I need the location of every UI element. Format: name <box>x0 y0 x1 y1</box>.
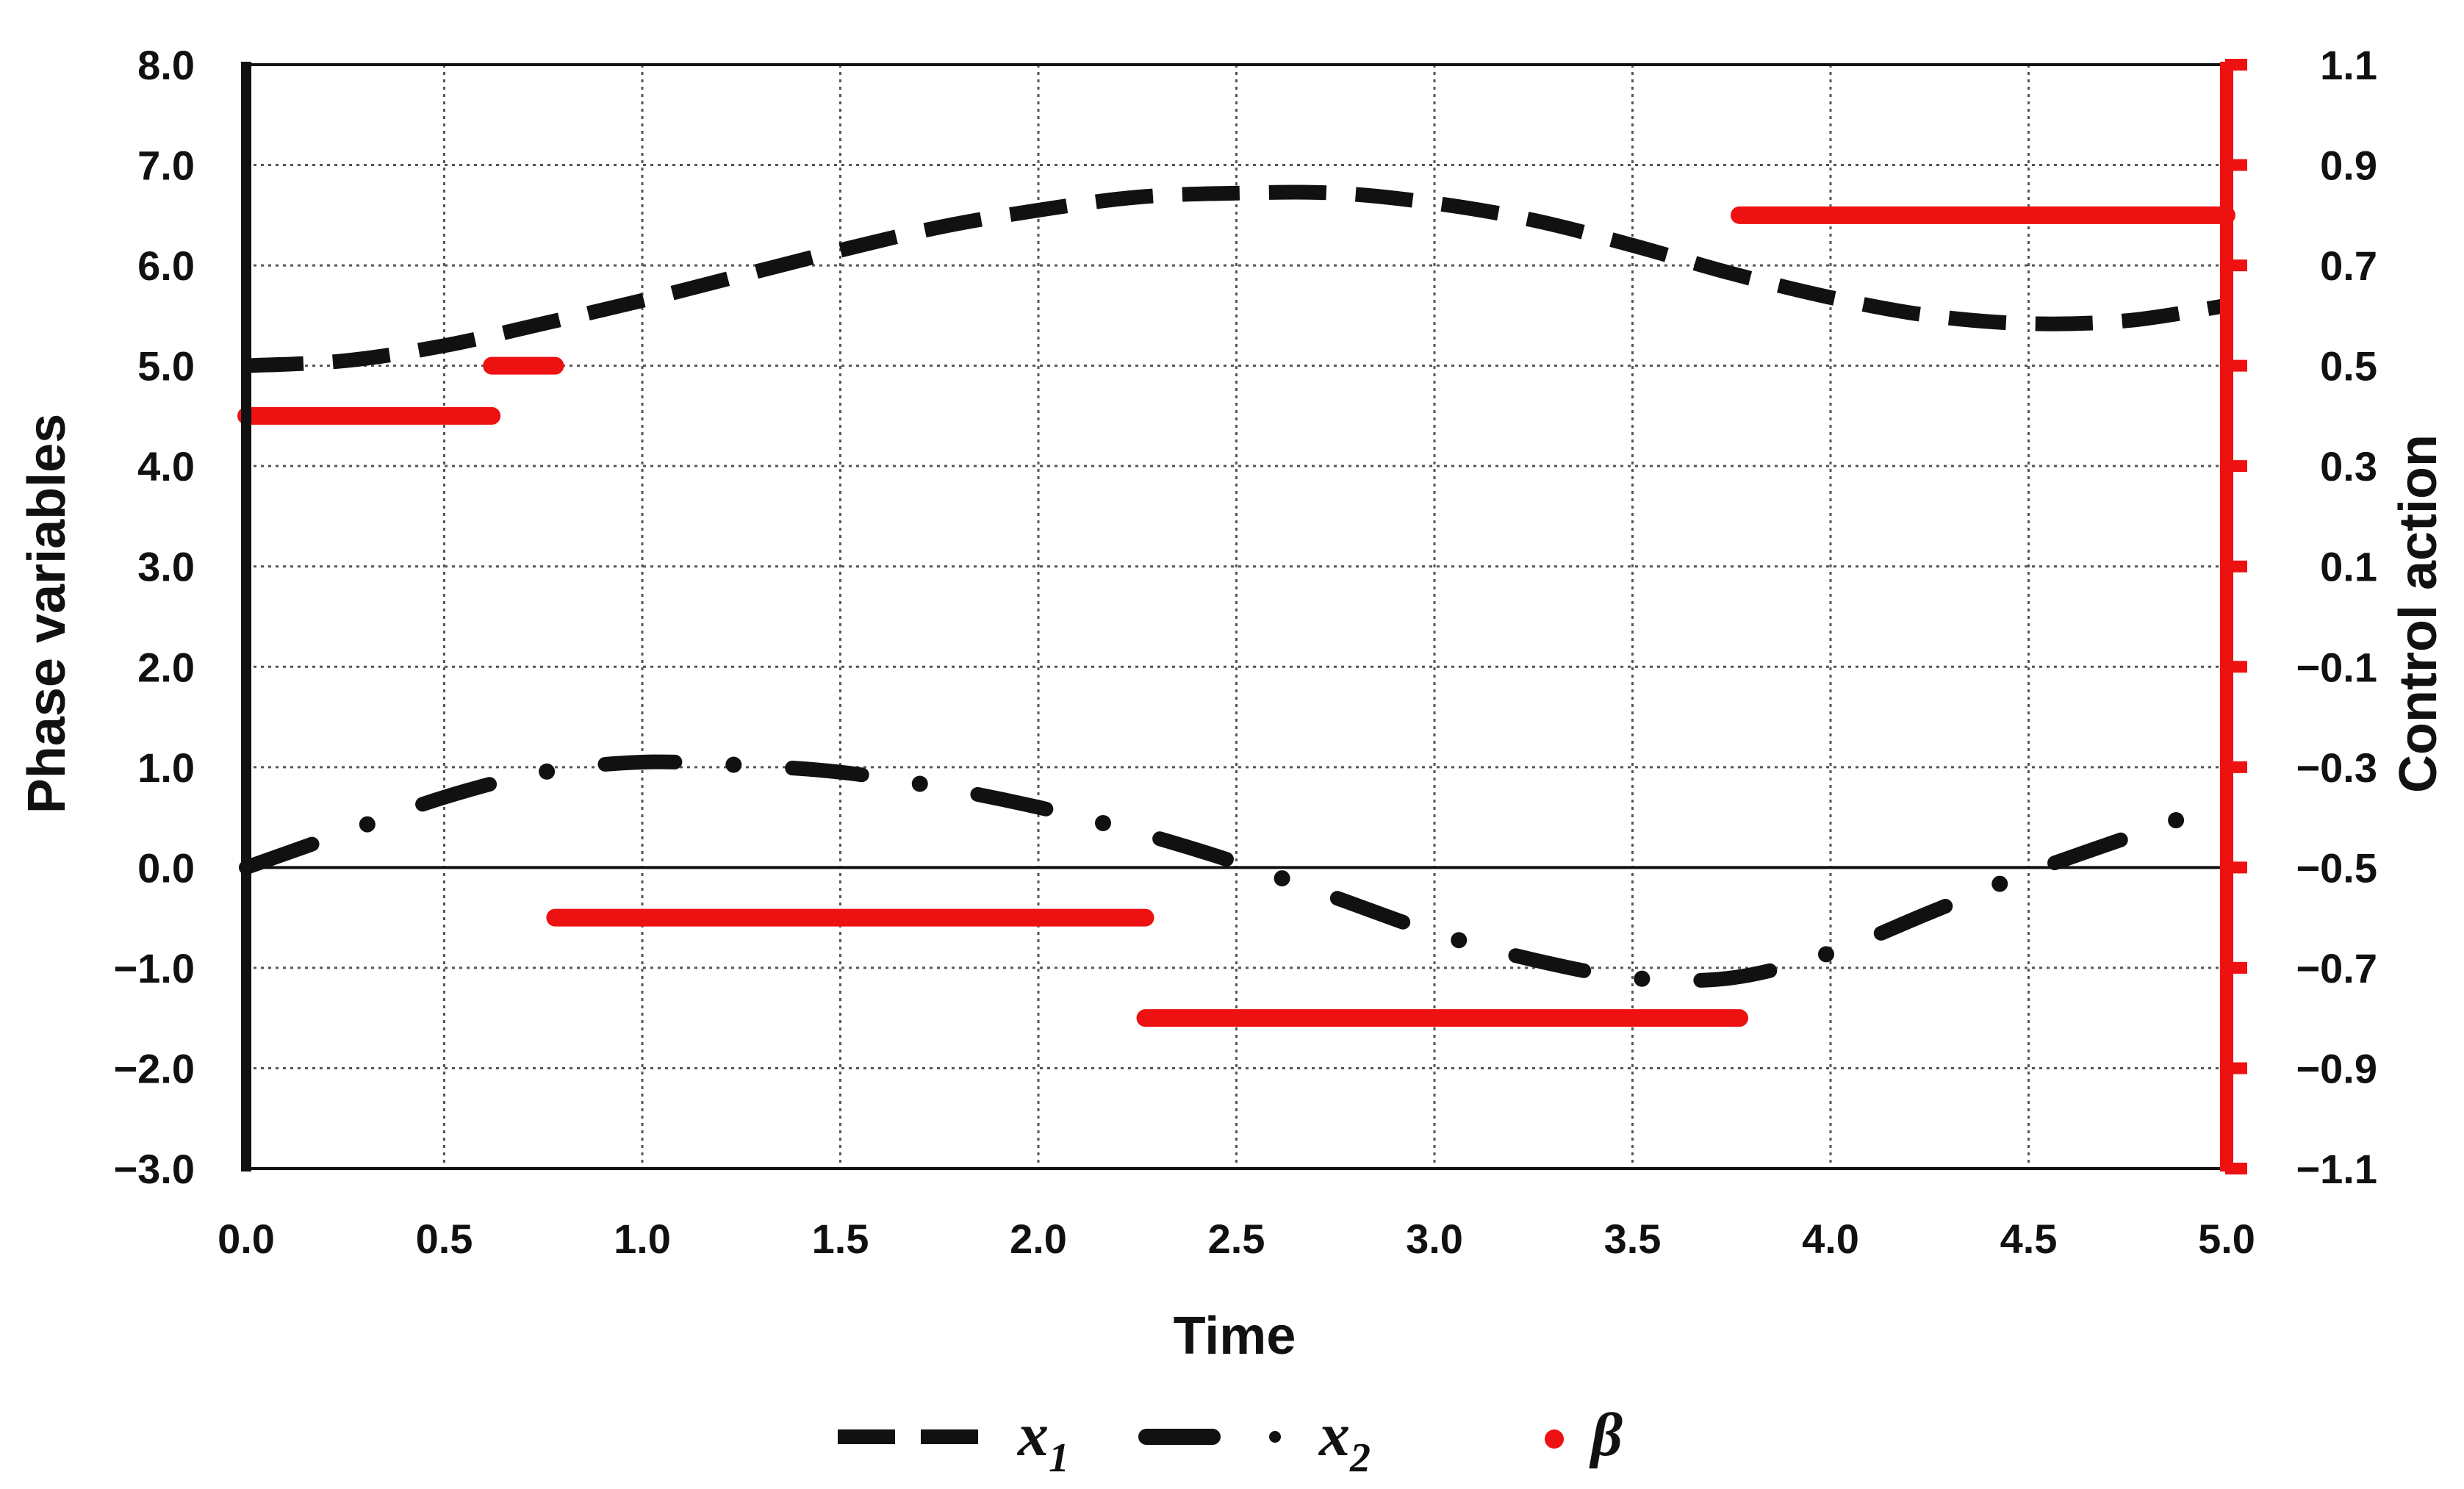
legend-beta-swatch <box>1545 1429 1564 1449</box>
series-1 <box>245 184 2228 373</box>
x-tick-label: 1.0 <box>614 1216 671 1262</box>
y2-tick-label: −0.9 <box>2296 1045 2377 1091</box>
legend: x1 x2 β <box>838 1401 1623 1481</box>
grid <box>245 63 2228 1170</box>
legend-x2-name: x <box>1318 1401 1350 1469</box>
y2-tick-label: −0.5 <box>2296 844 2377 891</box>
x-tick-label: 4.0 <box>1802 1216 1859 1262</box>
series-layer <box>237 184 2235 1027</box>
y-tick-label: 0.0 <box>137 844 195 891</box>
x2-curve-dot <box>725 756 742 773</box>
legend-beta-label: β <box>1589 1401 1623 1469</box>
x2-curve-dot <box>1818 946 1835 963</box>
x-tick-label: 2.0 <box>1010 1216 1067 1262</box>
x-tick-label: 0.0 <box>218 1216 275 1262</box>
x2-curve-dot <box>539 763 556 780</box>
y-axis-title: Phase variables <box>18 414 76 814</box>
x-tick-label: 0.5 <box>416 1216 473 1262</box>
tick-labels: 0.0 0.5 1.0 1.5 2.0 2.5 3.0 3.5 4.0 4.5 5.0 8.0 7.0 6… <box>113 42 2377 1262</box>
y-tick-label: 1.0 <box>137 744 195 791</box>
x-tick-label: 3.5 <box>1604 1216 1662 1262</box>
y-tick-label: 7.0 <box>137 143 195 189</box>
y-tick-label: 8.0 <box>137 42 195 88</box>
series-2 <box>239 754 2234 989</box>
x2-curve-dot <box>359 816 376 833</box>
axes <box>241 59 2247 1174</box>
y2-tick-label: −0.7 <box>2296 945 2377 991</box>
x1-curve <box>245 184 2228 373</box>
y-tick-label: −1.0 <box>113 945 195 991</box>
legend-x2-label: x2 <box>1318 1401 1371 1481</box>
y2-tick-label: −0.3 <box>2296 744 2377 791</box>
y-tick-label: 5.0 <box>137 343 195 390</box>
x2-curve-dot <box>1991 875 2008 892</box>
y-tick-label: 2.0 <box>137 644 195 690</box>
x2-curve-dot <box>1094 814 1111 831</box>
x2-curve <box>239 754 2234 989</box>
y-tick-label: 4.0 <box>137 443 195 489</box>
x-tick-label: 3.0 <box>1406 1216 1463 1262</box>
x2-curve-dot <box>1451 932 1468 949</box>
y-tick-label: −2.0 <box>113 1045 195 1091</box>
y2-tick-label: 0.3 <box>2320 443 2377 489</box>
y2-tick-label: 0.1 <box>2320 544 2377 590</box>
x-tick-label: 1.5 <box>812 1216 869 1262</box>
x2-curve-dot <box>2168 812 2185 829</box>
y2-tick-label: 0.9 <box>2320 143 2377 189</box>
legend-x1-subscript: 1 <box>1049 1435 1069 1481</box>
x2-curve-dot <box>1274 870 1290 887</box>
y-tick-label: −3.0 <box>113 1146 195 1192</box>
legend-x1-name: x <box>1016 1401 1049 1469</box>
y2-tick-label: 0.5 <box>2320 343 2377 390</box>
y2-tick-label: −1.1 <box>2296 1146 2377 1192</box>
y2-tick-label: 0.7 <box>2320 243 2377 289</box>
x-tick-label: 4.5 <box>2000 1216 2058 1262</box>
x2-curve-dot <box>1634 970 1651 987</box>
y-tick-label: 3.0 <box>137 544 195 590</box>
legend-x2-swatch-dot <box>1269 1431 1281 1443</box>
series-3 <box>237 206 2235 1027</box>
legend-x1-label: x1 <box>1016 1401 1069 1481</box>
x2-curve-dot <box>911 775 928 792</box>
x-axis-title: Time <box>1174 1307 1296 1366</box>
y2-tick-label: 1.1 <box>2320 42 2377 88</box>
y-tick-label: 6.0 <box>137 243 195 289</box>
legend-x2-subscript: 2 <box>1349 1435 1371 1481</box>
x-tick-label: 2.5 <box>1208 1216 1265 1262</box>
x-tick-label: 5.0 <box>2198 1216 2255 1262</box>
y2-tick-label: −0.1 <box>2296 644 2377 690</box>
y2-axis-title: Control action <box>2389 434 2448 793</box>
